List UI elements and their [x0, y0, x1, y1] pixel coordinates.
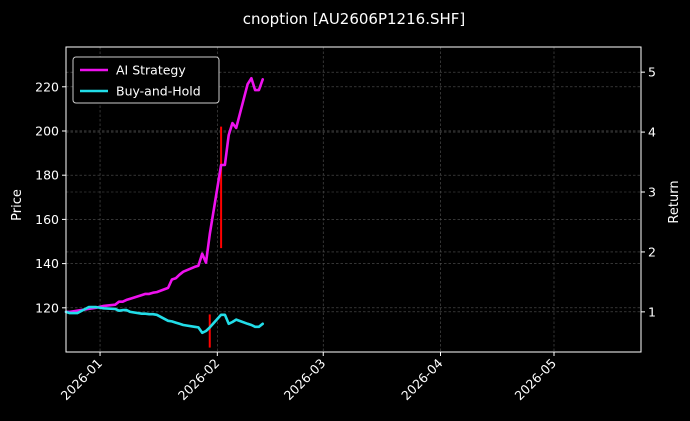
left-tick-label: 180	[35, 168, 59, 183]
left-axis-ticks: 120 140 160 180 200 220	[35, 79, 66, 315]
legend-label-buy-and-hold: Buy-and-Hold	[116, 84, 201, 99]
right-tick-label: 2	[648, 244, 656, 259]
plot-frame	[65, 46, 642, 353]
right-tick-label: 4	[648, 125, 656, 140]
right-axis-label: Return	[667, 180, 682, 223]
right-tick-label: 3	[648, 185, 656, 200]
right-axis-ticks: 1 2 3 4 5	[641, 65, 656, 319]
right-tick-label: 5	[648, 65, 656, 80]
series-line-buy-and-hold	[64, 305, 265, 335]
left-tick-label: 220	[35, 79, 59, 94]
left-tick-label: 200	[35, 123, 59, 138]
left-tick-label: 120	[35, 300, 59, 315]
candles	[208, 126, 223, 348]
series	[64, 76, 265, 335]
legend-box	[72, 56, 220, 104]
legend: AI Strategy Buy-and-Hold	[72, 56, 220, 104]
chart-title: cnoption [AU2606P1216.SHF]	[243, 10, 466, 28]
legend-label-ai-strategy: AI Strategy	[116, 63, 186, 78]
left-axis-label: Price	[10, 189, 25, 221]
left-tick-label: 140	[35, 256, 59, 271]
right-tick-label: 1	[648, 304, 656, 319]
left-tick-label: 160	[35, 212, 59, 227]
